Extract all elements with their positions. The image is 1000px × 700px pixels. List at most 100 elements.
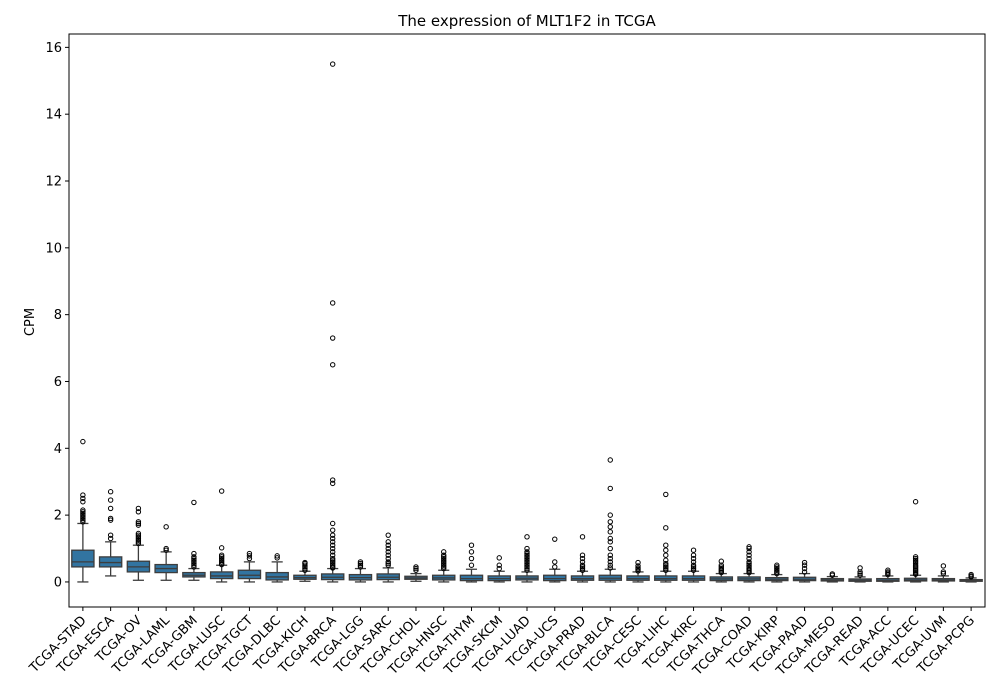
outlier-point [774, 565, 780, 572]
box-tcga-brca [320, 61, 345, 583]
box-tcga-pcpg [959, 571, 983, 583]
outlier-point [107, 489, 114, 495]
outlier-point [912, 562, 919, 568]
box-tcga-lihc [654, 491, 678, 583]
outlier-point [607, 529, 613, 535]
outlier-point [774, 570, 780, 577]
plot-frame [68, 33, 986, 608]
outlier-point [135, 535, 142, 542]
outlier-point [329, 362, 336, 368]
outlier-point [579, 564, 586, 570]
outlier-point [329, 552, 336, 558]
box-tcga-luad [515, 534, 539, 583]
outlier-point [524, 550, 530, 557]
outlier-point [663, 565, 669, 572]
outlier-point [302, 562, 308, 568]
outlier-point [524, 567, 530, 573]
outlier-point [329, 527, 336, 533]
outlier-point [801, 559, 808, 566]
y-tick-label: 16 [45, 41, 62, 56]
outlier-point [746, 564, 752, 570]
outlier-point [912, 559, 919, 565]
outlier-point [385, 545, 391, 552]
outlier-point [524, 534, 530, 540]
outlier-point [524, 565, 530, 572]
y-tick-label: 10 [45, 241, 62, 256]
box-tcga-stad [71, 438, 95, 583]
outlier-point [329, 335, 336, 341]
outlier-point [385, 542, 391, 548]
outlier-point [274, 553, 280, 559]
outlier-point [746, 544, 752, 550]
outlier-point [441, 559, 447, 565]
outlier-point [718, 564, 725, 570]
outlier-point [246, 555, 253, 562]
outlier-point [163, 547, 169, 553]
outlier-point [718, 558, 725, 564]
outlier-point [107, 505, 114, 512]
x-axis: TCGA-STADTCGA-ESCATCGA-OVTCGA-LAMLTCGA-G… [26, 607, 978, 679]
outlier-point [607, 512, 613, 518]
box-tcga-kirc [681, 547, 706, 583]
box-iqr [209, 571, 234, 580]
outlier-point [441, 564, 447, 570]
outlier-point [191, 555, 197, 562]
outlier-point [441, 555, 447, 562]
outlier-point [912, 555, 919, 562]
outlier-point [80, 512, 86, 518]
outlier-point [635, 568, 641, 574]
outlier-point [80, 507, 86, 513]
outlier-point [135, 520, 142, 527]
box-tcga-sarc [376, 532, 400, 583]
box-tcga-lusc [209, 488, 234, 583]
outlier-point [80, 515, 86, 522]
outlier-point [468, 562, 475, 568]
outlier-point [663, 564, 669, 570]
outlier-point [635, 559, 641, 566]
box-tcga-cesc [626, 559, 650, 583]
outlier-point [857, 570, 863, 577]
outlier-point [468, 549, 475, 555]
outlier-point [663, 547, 669, 553]
outlier-point [524, 549, 530, 555]
outlier-point [163, 545, 169, 552]
outlier-point [468, 555, 475, 562]
box-tcga-tgct [237, 550, 262, 583]
outlier-point [246, 553, 253, 559]
outlier-point [524, 562, 530, 568]
outlier-point [441, 562, 447, 568]
outlier-point [663, 552, 669, 558]
outlier-point [135, 540, 142, 547]
outlier-point [663, 491, 669, 498]
outlier-point [329, 555, 336, 562]
outlier-point [329, 557, 336, 563]
outlier-point [107, 532, 114, 538]
outlier-point [441, 560, 447, 567]
outlier-point [80, 438, 86, 445]
outlier-point [912, 560, 919, 567]
outlier-point [135, 505, 142, 512]
box-tcga-coad [737, 544, 761, 583]
box-iqr [459, 574, 484, 582]
outlier-point [607, 524, 613, 530]
outlier-point [441, 557, 447, 563]
outlier-point [912, 499, 919, 505]
box-tcga-kirp [765, 562, 789, 583]
outlier-point [663, 557, 669, 563]
box-tcga-skcm [487, 555, 511, 583]
outlier-point [690, 547, 697, 553]
y-tick-label: 0 [54, 575, 62, 590]
outlier-point [135, 522, 142, 528]
outlier-point [552, 536, 558, 542]
box-tcga-paad [792, 559, 817, 583]
outlier-point [80, 517, 86, 523]
outlier-point [218, 560, 225, 567]
box-tcga-hnsc [431, 549, 456, 583]
outlier-point [329, 549, 336, 555]
outlier-point [385, 549, 391, 555]
outlier-point [496, 562, 502, 568]
y-tick-label: 8 [54, 308, 62, 323]
outlier-point [329, 532, 336, 538]
outlier-point [718, 565, 725, 572]
outlier-point [607, 545, 613, 552]
